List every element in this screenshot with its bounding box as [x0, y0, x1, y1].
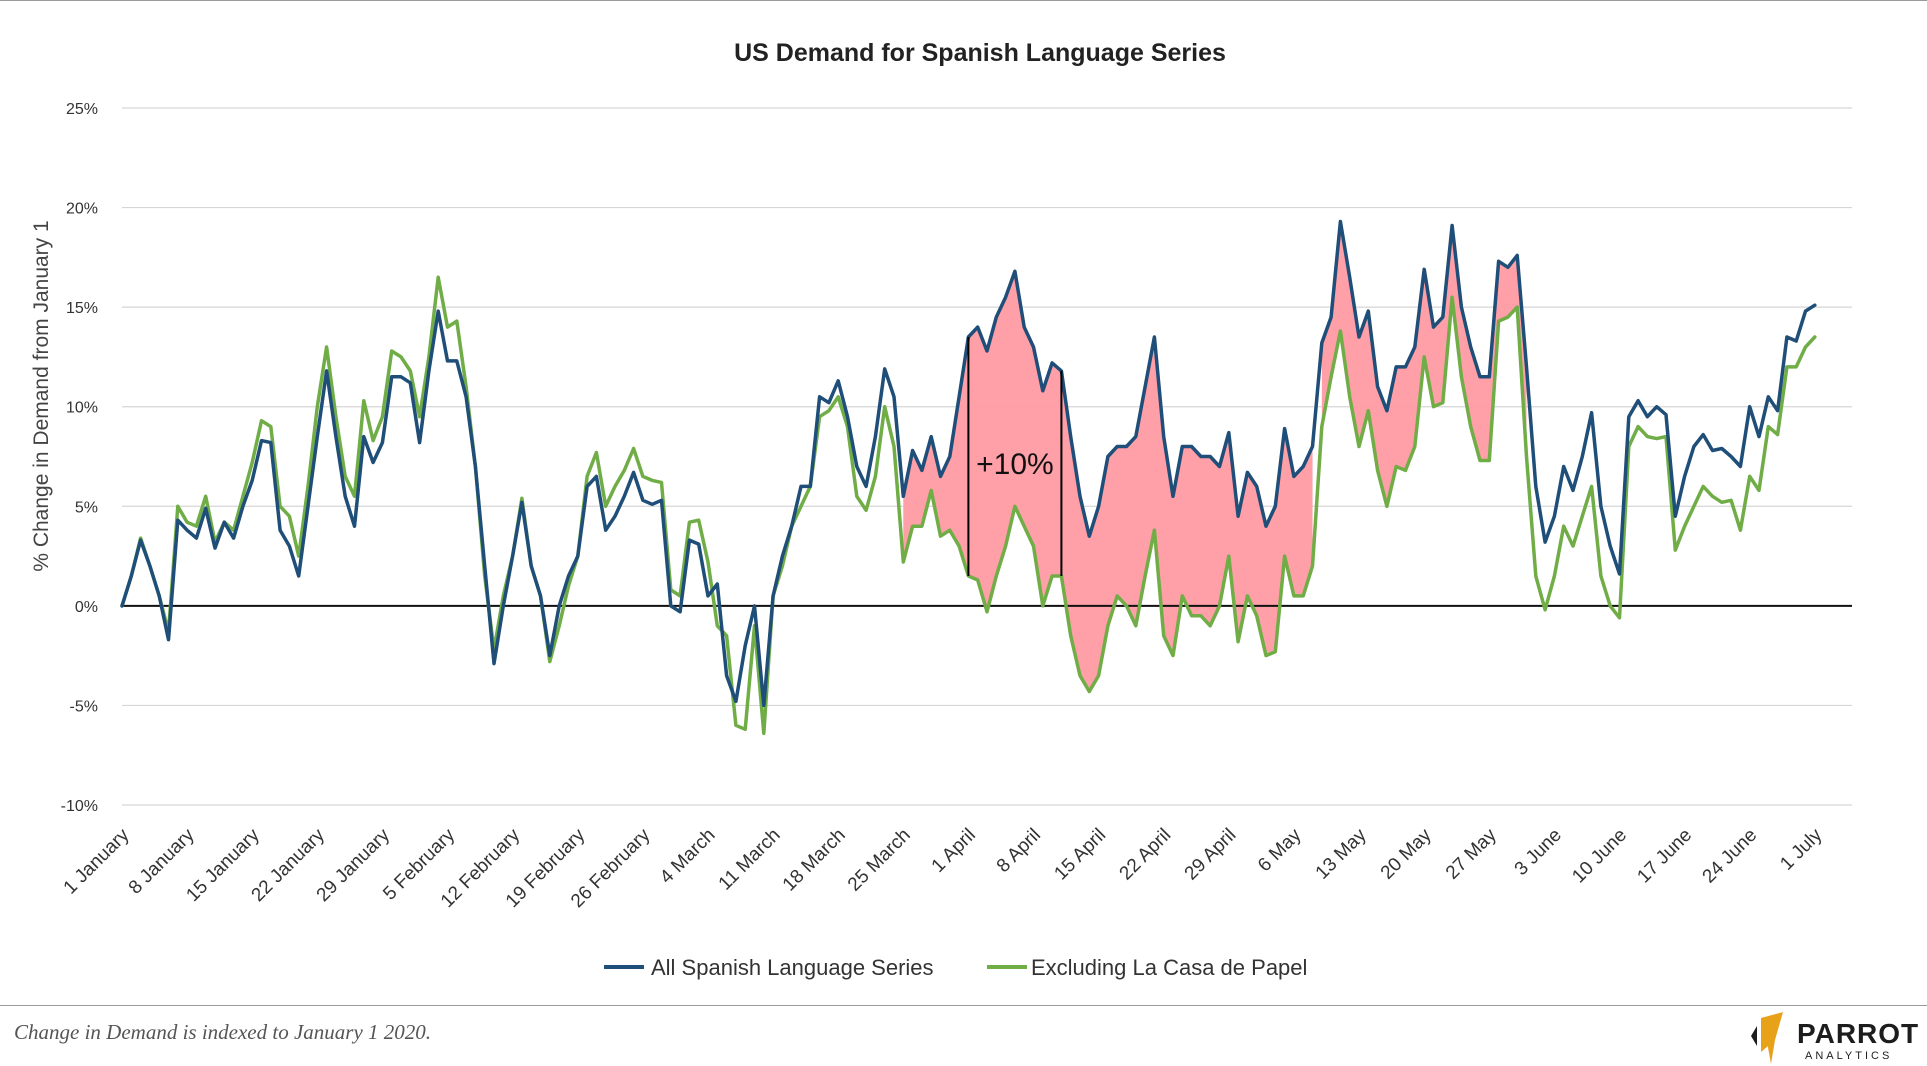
x-tick-label: 17 June	[1633, 825, 1696, 888]
logo-word: PARROT	[1797, 1018, 1920, 1049]
top-rule	[0, 0, 1927, 1]
footer-rule	[0, 1005, 1927, 1006]
legend-label-excluding: Excluding La Casa de Papel	[1031, 955, 1307, 980]
x-tick-label: 20 May	[1377, 824, 1436, 883]
legend[interactable]: All Spanish Language Series Excluding La…	[604, 955, 1307, 980]
x-tick-label: 6 May	[1254, 824, 1306, 876]
x-tick-label: 11 March	[715, 825, 785, 895]
x-tick-label: 1 July	[1776, 824, 1826, 874]
x-tick-label: 22 April	[1116, 825, 1176, 885]
annotation: +10%	[967, 337, 1063, 576]
x-tick-label: 29 April	[1181, 825, 1241, 885]
y-tick-label: 5%	[75, 499, 98, 516]
series-lines	[120, 219, 1817, 736]
gridlines	[122, 107, 1852, 806]
chart-title: US Demand for Spanish Language Series	[734, 39, 1226, 67]
parrot-analytics-logo[interactable]: PARROT ANALYTICS	[1745, 1010, 1918, 1066]
x-tick-label: 27 May	[1442, 824, 1501, 883]
x-tick-label: 13 May	[1312, 824, 1371, 883]
x-tick-label: 10 June	[1568, 825, 1631, 888]
series-line[interactable]	[120, 275, 1817, 736]
y-tick-label: -5%	[70, 698, 98, 715]
y-axis-title: % Change in Demand from January 1	[30, 220, 53, 571]
y-tick-label: -10%	[61, 798, 98, 815]
x-tick-label: 4 March	[656, 825, 719, 888]
parrot-logo-icon	[1751, 1012, 1783, 1064]
chart: US Demand for Spanish Language Series +1…	[30, 39, 1852, 980]
y-tick-label: 10%	[66, 400, 98, 417]
y-tick-label: 25%	[66, 101, 98, 118]
x-tick-label: 1 April	[928, 825, 980, 877]
annotation-label: +10%	[976, 448, 1054, 481]
y-tick-label: 0%	[75, 599, 98, 616]
y-axis-ticks: 25% 20% 15% 10% 5% 0% -5% -10%	[61, 101, 98, 815]
legend-label-all: All Spanish Language Series	[651, 955, 934, 980]
x-tick-label: 1 January	[60, 824, 134, 898]
x-tick-label: 15 April	[1050, 825, 1110, 885]
y-tick-label: 20%	[66, 201, 98, 218]
gap-area	[903, 271, 1313, 692]
x-tick-label: 24 June	[1699, 825, 1762, 888]
y-tick-label: 15%	[66, 300, 98, 317]
x-tick-label: 18 March	[779, 825, 850, 896]
x-tick-label: 3 June	[1511, 825, 1566, 880]
series-line[interactable]	[120, 219, 1817, 708]
x-tick-label: 8 April	[993, 825, 1045, 877]
x-tick-label: 25 March	[844, 825, 915, 896]
logo-sub: ANALYTICS	[1805, 1050, 1893, 1062]
footnote: Change in Demand is indexed to January 1…	[14, 1020, 432, 1044]
